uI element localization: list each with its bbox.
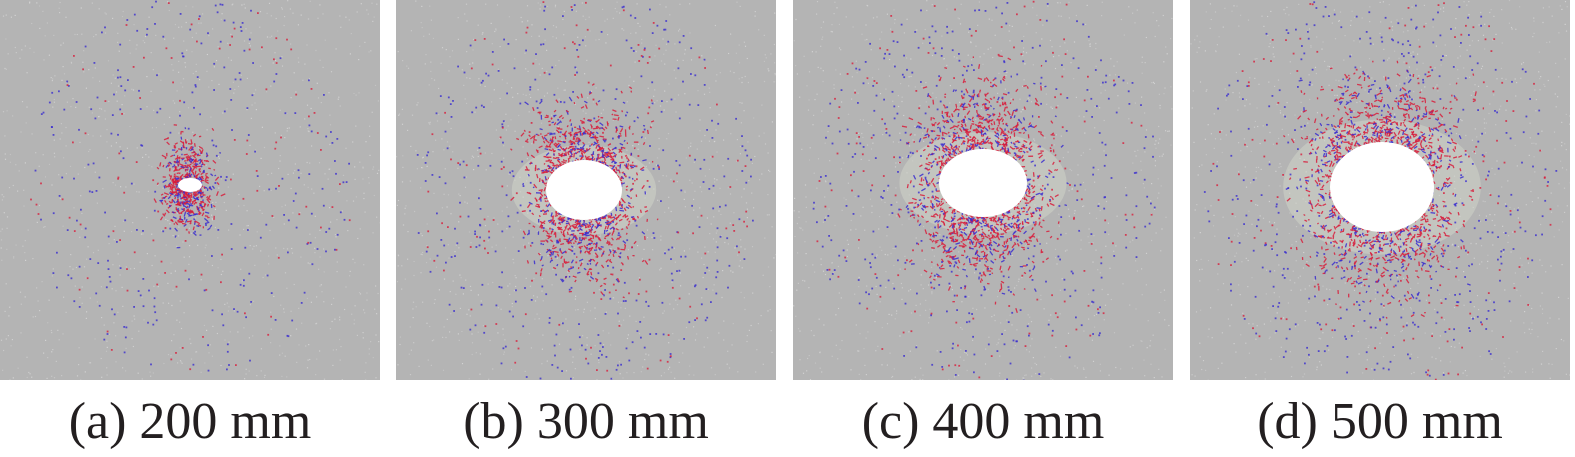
caption-b: (b) 300 mm [463,393,709,450]
crack-pattern-image-c [793,0,1173,380]
crack-cluster [153,124,226,249]
caption-a: (a) 200 mm [68,393,312,450]
blast-cavity [178,178,202,192]
blast-cavity [939,149,1027,217]
scattered-cracks [30,0,351,372]
crack-pattern-svg-d [1190,0,1570,380]
caption-d: (d) 500 mm [1257,393,1503,450]
material-texture [396,0,776,380]
blast-cavity [546,160,622,220]
caption-c: (c) 400 mm [861,393,1105,450]
scattered-cracks [812,0,1156,380]
blast-cavity [1330,142,1434,232]
crack-pattern-image-a [0,0,380,380]
panel-b: (b) 300 mm [396,0,776,457]
crack-pattern-image-b [396,0,776,380]
crack-pattern-image-d [1190,0,1570,380]
crack-pattern-svg-c [793,0,1173,380]
panel-a: (a) 200 mm [0,0,380,457]
material-texture [0,0,380,380]
scattered-cracks [416,1,754,380]
crack-pattern-svg-b [396,0,776,380]
panel-c: (c) 400 mm [793,0,1173,457]
panel-d: (d) 500 mm [1190,0,1570,457]
crack-pattern-svg-a [0,0,380,380]
